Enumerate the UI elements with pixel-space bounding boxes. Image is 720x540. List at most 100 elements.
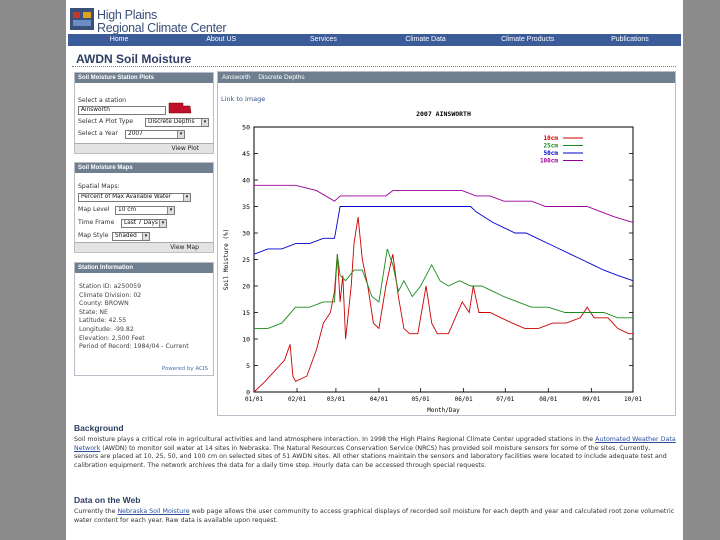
series-line-10cm	[253, 217, 633, 393]
logo-text-top: High Plains	[97, 8, 157, 22]
x-tick-label: 01/01	[245, 396, 263, 403]
x-tick-label: 06/01	[455, 396, 473, 403]
plot-type-label: Select A Plot Type	[78, 118, 134, 125]
soil-maps-title: Soil Moisture Maps	[75, 163, 213, 173]
link-to-image[interactable]: Link to image	[221, 95, 266, 103]
nav-climate-data[interactable]: Climate Data	[405, 36, 446, 43]
x-tick-label: 02/01	[288, 396, 306, 403]
x-tick-label: 09/01	[582, 396, 600, 403]
chevron-down-icon: ▾	[167, 207, 174, 214]
elevation: Elevation: 2,500 Feet	[79, 334, 145, 342]
station-info-list: Station ID: a250059 Climate Division: 02…	[79, 283, 189, 352]
plot-frame	[253, 126, 634, 393]
map-style-select[interactable]: Shaded ▾	[112, 232, 150, 241]
tab-plot-type[interactable]: Discrete Depths	[258, 74, 305, 81]
y-tick-label: 0	[246, 389, 250, 397]
chart-axes: 2007 AINSWORTH 0 5 10 15 20 25 30 35 40 45 50 01/01 0…	[223, 110, 642, 414]
data-on-web-paragraph: Currently the Nebraska Soil Moisture web…	[74, 508, 676, 525]
x-tick-label: 04/01	[370, 396, 388, 403]
x-tick-label: 08/01	[539, 396, 557, 403]
y-tick-label: 15	[242, 309, 250, 317]
legend-label-10cm: 10cm	[544, 135, 559, 142]
nav-publications[interactable]: Publications	[611, 36, 649, 43]
plot-type-value: Discrete Depths	[148, 119, 195, 125]
y-tick-label: 45	[242, 150, 250, 158]
logo-text-bottom: Regional Climate Center	[97, 21, 227, 35]
powered-by-link[interactable]: Powered by ACIS	[161, 366, 208, 372]
x-tick-label: 07/01	[496, 396, 514, 403]
time-frame-label: Time Frame	[78, 219, 115, 226]
main-navigation: Home About US Services Climate Data Clim…	[68, 34, 681, 46]
station-plots-title: Soil Moisture Station Plots	[75, 73, 213, 83]
station-info-panel: Station Information Station ID: a250059 …	[74, 262, 214, 376]
year-value: 2007	[128, 131, 143, 137]
view-plot-button[interactable]: View Plot	[171, 145, 199, 152]
time-frame-select[interactable]: Last 7 Days ▾	[121, 219, 167, 228]
legend-label-100cm: 100cm	[540, 158, 558, 165]
nav-about-us[interactable]: About US	[206, 36, 237, 43]
nebraska-soil-moisture-link[interactable]: Nebraska Soil Moisture	[117, 508, 190, 515]
latitude: Latitude: 42.55	[79, 317, 127, 325]
year-select[interactable]: 2007 ▾	[125, 130, 185, 139]
chevron-down-icon: ▾	[183, 194, 190, 201]
plot-panel: Ainsworth Discrete Depths Link to image …	[217, 71, 676, 416]
nebraska-map-icon	[168, 102, 192, 114]
y-tick-label: 20	[242, 283, 250, 291]
spatial-maps-label: Spatial Maps:	[78, 183, 120, 190]
station-select[interactable]: Ainsworth	[78, 106, 166, 115]
map-style-label: Map Style	[78, 232, 109, 239]
county: County: BROWN	[79, 300, 129, 308]
map-level-value: 10 cm	[118, 207, 137, 213]
background-text-b: (AWDN) to monitor soil water at 14 sites…	[74, 444, 667, 469]
web-text-a: Currently the	[74, 508, 118, 515]
view-plot-bar: View Plot	[75, 143, 213, 153]
background-heading: Background	[74, 423, 124, 433]
year-label: Select a Year	[78, 130, 118, 137]
map-level-select[interactable]: 10 cm ▾	[115, 206, 175, 215]
nav-services[interactable]: Services	[310, 36, 337, 43]
tab-station[interactable]: Ainsworth	[222, 74, 251, 81]
background-paragraph: Soil moisture plays a critical role in a…	[74, 436, 676, 470]
series-line-25cm	[254, 248, 633, 329]
chevron-down-icon: ▾	[177, 131, 184, 138]
y-tick-label: 10	[242, 336, 250, 344]
station-select-value: Ainsworth	[81, 107, 110, 113]
series-line-100cm	[254, 184, 634, 223]
y-tick-label: 40	[242, 177, 250, 185]
nav-climate-products[interactable]: Climate Products	[501, 36, 555, 43]
view-map-bar: View Map	[75, 242, 213, 252]
background-text-a: Soil moisture plays a critical role in a…	[74, 436, 596, 443]
chart-title: 2007 AINSWORTH	[416, 110, 471, 118]
chevron-down-icon: ▾	[201, 119, 208, 126]
map-level-label: Map Level	[78, 206, 110, 213]
time-frame-value: Last 7 Days	[124, 220, 158, 226]
legend-label-50cm: 50cm	[544, 150, 559, 157]
view-map-button[interactable]: View Map	[170, 244, 199, 251]
climate-division: Climate Division: 02	[79, 291, 142, 299]
spatial-map-select[interactable]: Percent of Max Available Water ▾	[78, 193, 191, 202]
y-tick-label: 35	[242, 203, 250, 211]
spatial-map-value: Percent of Max Available Water	[81, 194, 172, 200]
state: State: NE	[79, 308, 108, 316]
y-axis-label: Soil Moisture (%)	[223, 229, 230, 290]
x-tick-label: 05/01	[412, 396, 430, 403]
y-tick-label: 25	[242, 256, 250, 264]
awdn-link[interactable]: Automated Weather Data Network	[74, 436, 676, 452]
plot-tab-bar: Ainsworth Discrete Depths	[218, 72, 675, 83]
station-id: Station ID: a250059	[79, 283, 142, 290]
period-of-record: Period of Record: 1984/04 - Current	[79, 343, 189, 351]
plot-type-select[interactable]: Discrete Depths ▾	[145, 118, 209, 127]
select-station-label: Select a station	[78, 97, 127, 104]
hprcc-logo[interactable]: High Plains Regional Climate Center	[70, 5, 270, 35]
x-tick-label: 10/01	[624, 396, 642, 403]
series-line-50cm	[253, 206, 634, 282]
chevron-down-icon: ▾	[159, 220, 166, 227]
logo-icon	[70, 8, 94, 30]
chart-lines	[253, 184, 634, 393]
x-tick-label: 03/01	[327, 396, 345, 403]
title-divider	[72, 66, 676, 67]
map-style-value: Shaded	[115, 233, 137, 239]
longitude: Longitude: -99.82	[79, 325, 134, 333]
nav-home[interactable]: Home	[109, 36, 129, 43]
